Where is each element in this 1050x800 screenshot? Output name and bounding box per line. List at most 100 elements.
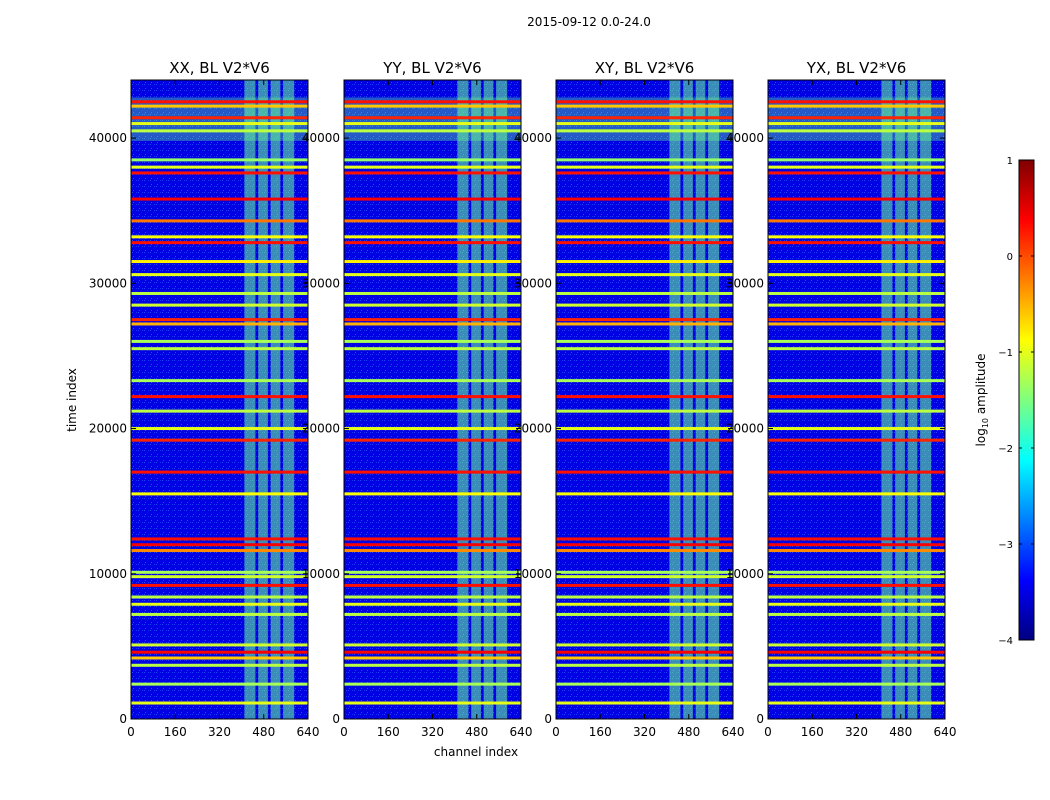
flagged-row (344, 643, 521, 647)
flagged-row (131, 492, 308, 496)
flagged-row (344, 291, 521, 295)
x-tick-label: 320 (421, 725, 444, 739)
flagged-row (344, 158, 521, 162)
flagged-row (131, 537, 308, 541)
rfi-band-4 (708, 80, 720, 719)
flagged-row (768, 318, 945, 322)
flagged-row (131, 543, 308, 547)
rfi-band-1 (669, 80, 681, 719)
flagged-row (556, 100, 733, 104)
flagged-row (344, 347, 521, 351)
flagged-row (768, 379, 945, 383)
flagged-row (131, 303, 308, 307)
flagged-row (556, 158, 733, 162)
colorbar-ticks: −4 −3 −2 −1 0 1 (998, 156, 1034, 647)
flagged-row (344, 235, 521, 239)
flagged-row (556, 379, 733, 383)
flagged-row (768, 197, 945, 201)
flagged-row (131, 318, 308, 322)
panel-4: YX, BL V2*V6 0 160 320 480 640 0 10000 20000 3000… (726, 59, 957, 739)
flagged-row (344, 549, 521, 553)
rfi-band-3 (695, 80, 706, 719)
flagged-row (344, 273, 521, 277)
flagged-row (556, 549, 733, 553)
flagged-row (344, 612, 521, 616)
y-tick-label: 40000 (302, 131, 340, 145)
flagged-row (131, 260, 308, 264)
flagged-row (344, 427, 521, 431)
y-tick-label: 10000 (514, 567, 552, 581)
flagged-row (131, 347, 308, 351)
y-tick-label: 0 (756, 712, 764, 726)
flagged-row (131, 273, 308, 277)
flagged-row (344, 682, 521, 686)
colorbar-tick-label: −2 (998, 444, 1013, 455)
rfi-band-1 (457, 80, 469, 719)
flagged-row (556, 122, 733, 126)
flagged-row (768, 116, 945, 120)
x-tick-label: 320 (633, 725, 656, 739)
panel-2: YY, BL V2*V6 0 160 320 480 640 0 10000 20000 3000… (302, 59, 533, 739)
x-axis-label: channel index (434, 745, 518, 759)
flagged-row (556, 165, 733, 169)
flagged-row (768, 322, 945, 326)
flagged-row (556, 171, 733, 175)
colorbar-tick-label: 1 (1007, 156, 1013, 167)
y-tick-label: 30000 (514, 276, 552, 290)
flagged-row (556, 347, 733, 351)
flagged-row (768, 701, 945, 705)
flagged-row (556, 612, 733, 616)
flagged-row (768, 165, 945, 169)
rfi-band-3 (483, 80, 494, 719)
flagged-row (768, 602, 945, 606)
panel-title: XX, BL V2*V6 (169, 59, 270, 77)
flagged-row (131, 122, 308, 126)
panel-1: XX, BL V2*V6 0 160 320 480 640 0 10000 20000 3000… (89, 59, 320, 739)
flagged-row (768, 291, 945, 295)
flagged-row (768, 409, 945, 413)
flagged-row (131, 197, 308, 201)
flagged-row (556, 470, 733, 474)
colorbar-tick-label: −1 (998, 348, 1013, 359)
flagged-row (556, 260, 733, 264)
flagged-row (768, 643, 945, 647)
flagged-row (131, 650, 308, 654)
rfi-band-1 (881, 80, 893, 719)
flagged-row (131, 575, 308, 579)
x-tick-label: 320 (208, 725, 231, 739)
flagged-row (131, 158, 308, 162)
figure-suptitle: 2015-09-12 0.0-24.0 (527, 15, 651, 29)
x-tick-label: 160 (377, 725, 400, 739)
x-tick-label: 0 (552, 725, 560, 739)
flagged-row (556, 235, 733, 239)
flagged-row (768, 470, 945, 474)
panels: XX, BL V2*V6 0 160 320 480 640 0 10000 20000 3000… (89, 59, 957, 739)
flagged-row (768, 492, 945, 496)
flagged-row (344, 701, 521, 705)
flagged-row (768, 549, 945, 553)
flagged-row (344, 219, 521, 223)
flagged-row (344, 537, 521, 541)
flagged-row (556, 322, 733, 326)
y-tick-label: 20000 (726, 422, 764, 436)
flagged-row (344, 197, 521, 201)
flagged-row (344, 104, 521, 108)
flagged-row (344, 395, 521, 399)
colorbar-label-subscript: 10 (981, 418, 990, 428)
flagged-row (556, 650, 733, 654)
flagged-row (556, 682, 733, 686)
colorbar-tick-label: −4 (998, 636, 1013, 647)
y-tick-label: 20000 (89, 422, 127, 436)
flagged-row (556, 273, 733, 277)
x-tick-label: 480 (677, 725, 700, 739)
colorbar: −4 −3 −2 −1 0 1 log10 amplitude (974, 156, 1035, 647)
heatmap-noise (131, 80, 308, 719)
flagged-row (768, 543, 945, 547)
flagged-row (556, 543, 733, 547)
y-tick-label: 10000 (302, 567, 340, 581)
x-tick-label: 0 (764, 725, 772, 739)
x-tick-label: 160 (589, 725, 612, 739)
colorbar-label: log10 amplitude (974, 354, 990, 447)
flagged-row (344, 165, 521, 169)
flagged-row (556, 197, 733, 201)
